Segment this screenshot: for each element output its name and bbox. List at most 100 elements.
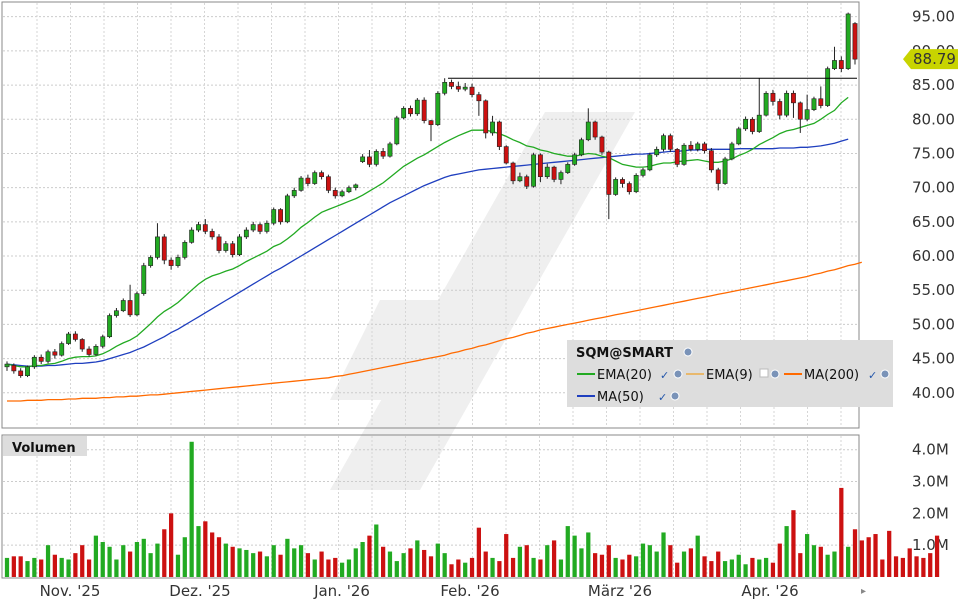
legend-check-ma50[interactable]: ✓ <box>658 391 667 404</box>
candle-body <box>784 92 790 116</box>
volume-bar <box>175 554 181 577</box>
candle-body <box>161 236 167 261</box>
candle-body <box>189 229 195 243</box>
volume-bar <box>203 521 208 577</box>
candle-body <box>435 92 441 126</box>
price-axis: 95.0090.0085.0080.0075.0070.0065.0060.00… <box>912 8 955 402</box>
scroll-right-arrow-icon[interactable]: ▸ <box>861 586 866 597</box>
candle-body <box>544 166 550 178</box>
candle-body <box>749 118 755 132</box>
candle-body <box>148 257 154 266</box>
candle-body <box>811 98 817 110</box>
volume-bar <box>312 559 317 577</box>
candle-body <box>38 356 44 362</box>
volume-bar <box>326 559 331 577</box>
candle-body <box>708 150 714 171</box>
candle-body <box>100 336 106 347</box>
volume-tick-label: 1.0M <box>912 536 949 554</box>
candle-body <box>31 356 37 368</box>
candle-body <box>537 154 543 178</box>
volume-bar <box>709 561 714 577</box>
price-tick-label: 65.00 <box>912 213 955 231</box>
legend-checkbox-ema9[interactable] <box>759 368 769 378</box>
volume-bar <box>401 553 406 577</box>
volume-bar <box>59 557 64 577</box>
volume-bar <box>811 545 817 577</box>
candle-body <box>346 187 352 193</box>
date-tick-label: Dez. '25 <box>169 582 230 600</box>
candle-body <box>367 156 372 165</box>
legend-label-ma200: MA(200) <box>804 368 859 383</box>
volume-bar <box>839 487 844 577</box>
watermark-logo <box>330 112 635 490</box>
candle-body <box>45 351 51 362</box>
volume-bar <box>353 548 358 577</box>
candle-body <box>387 143 393 157</box>
candle-body <box>182 242 188 258</box>
volume-bar <box>668 545 673 577</box>
volume-bar <box>189 441 194 577</box>
volume-bar <box>251 553 256 577</box>
candle-body <box>175 257 181 266</box>
candle-body <box>113 310 119 316</box>
candle-body <box>72 333 78 340</box>
candle-body <box>585 121 591 141</box>
price-tick-label: 80.00 <box>912 110 955 128</box>
volume-bar <box>565 526 570 577</box>
volume-bar <box>298 545 304 577</box>
settings-icon[interactable] <box>683 347 693 357</box>
volume-bar <box>702 556 707 577</box>
volume-bar <box>866 537 871 577</box>
legend-settings-icon-ma50[interactable] <box>670 391 680 401</box>
volume-bar <box>134 542 140 577</box>
volume-bar <box>675 562 680 577</box>
volume-bar <box>620 559 625 577</box>
volume-bar <box>422 549 427 577</box>
candle-body <box>237 236 242 255</box>
volume-bar <box>934 535 940 577</box>
volume-bar <box>141 538 146 577</box>
candle-body <box>777 101 783 116</box>
legend-check-ema20[interactable]: ✓ <box>660 369 669 382</box>
candle-body <box>25 366 30 377</box>
candle-body <box>284 195 290 223</box>
moving-average-lines <box>6 96 862 402</box>
volume-bar <box>805 534 810 577</box>
volume-bar <box>627 554 632 577</box>
volume-bar <box>148 553 153 577</box>
volume-bar <box>640 543 646 577</box>
volume-bar <box>818 546 823 577</box>
volume-bar <box>107 546 112 577</box>
volume-bar <box>606 545 611 577</box>
candle-body <box>93 346 99 355</box>
price-tick-label: 60.00 <box>912 247 955 265</box>
volume-bar <box>162 529 167 577</box>
volume-bar <box>73 553 78 577</box>
price-tick-label: 40.00 <box>912 384 955 402</box>
candle-body <box>606 151 612 195</box>
volume-bar <box>593 553 598 577</box>
volume-bar <box>100 542 105 577</box>
candle-body <box>517 176 523 182</box>
volume-bar <box>360 542 365 577</box>
price-tick-label: 95.00 <box>912 8 955 26</box>
last-price-tag: 88.79 <box>903 49 958 70</box>
legend-check-ma200[interactable]: ✓ <box>868 369 877 382</box>
candle-body <box>791 92 796 104</box>
legend-settings-icon-ema9[interactable] <box>770 369 780 379</box>
volume-bar <box>271 545 276 577</box>
candle-body <box>4 363 10 368</box>
volume-bar <box>114 559 119 577</box>
candle-body <box>134 293 140 316</box>
volume-bar <box>770 562 776 577</box>
candle-body <box>654 149 660 156</box>
legend-settings-icon-ma200[interactable] <box>880 369 890 379</box>
candle-body <box>271 209 277 224</box>
volume-bar <box>586 532 591 577</box>
volume-bar <box>743 564 748 577</box>
volume-bar <box>551 540 557 577</box>
candle-body <box>257 224 263 232</box>
candle-body <box>763 92 769 116</box>
legend-settings-icon-ema20[interactable] <box>673 369 683 379</box>
candle-body <box>250 224 256 231</box>
